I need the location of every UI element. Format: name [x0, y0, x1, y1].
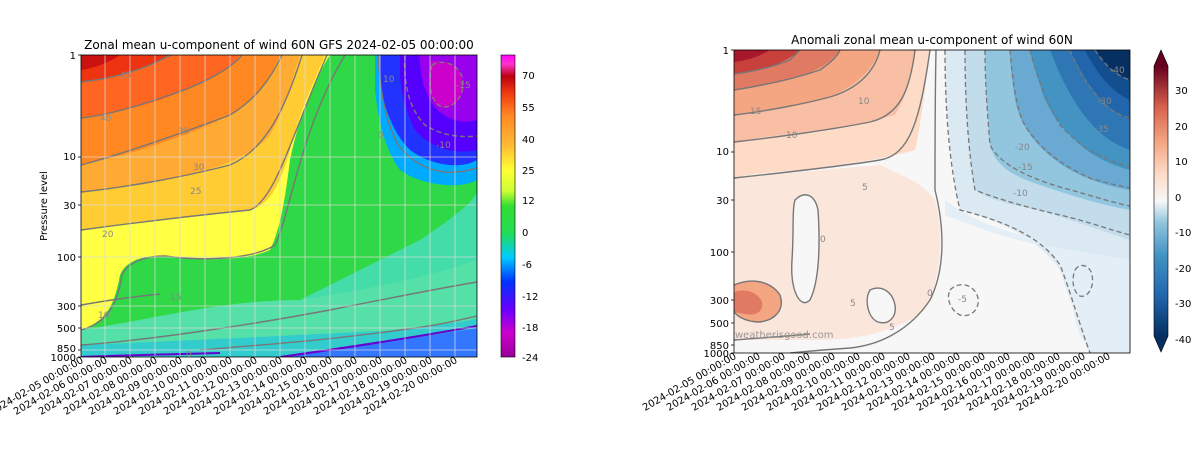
left-x-axis: 2024-02-05 00:00:00 2024-02-06 00:00:00 … — [0, 355, 460, 418]
right-ytick-label: 850 — [710, 341, 729, 352]
left-ytick-label: 500 — [57, 324, 76, 335]
right-y-axis: 1 10 30 100 300 500 850 1000 — [704, 46, 729, 360]
left-colorbar-tick: 0 — [522, 228, 528, 239]
left-heatmap — [81, 55, 477, 357]
right-contour-label: -15 — [1018, 163, 1033, 173]
left-colorbar-tick: -6 — [522, 260, 532, 271]
left-contour-label: 25 — [190, 187, 201, 197]
left-contour-label: 15 — [170, 293, 181, 303]
right-ytick-label: 1 — [723, 46, 729, 57]
left-ytick-label: 300 — [57, 302, 76, 313]
left-ytick-label: 1 — [70, 51, 76, 62]
left-colorbar-ticks: 70 55 40 25 12 0 -6 -12 -18 -24 — [522, 71, 538, 364]
right-colorbar-tick: 10 — [1175, 157, 1188, 168]
left-contour-label: -15 — [456, 81, 471, 91]
right-colorbar-tick: -30 — [1175, 299, 1191, 310]
left-colorbar-tick: 25 — [522, 166, 535, 177]
right-ytick-label: 1000 — [704, 349, 729, 360]
right-contour-label: 0 — [820, 235, 826, 245]
right-contour-label: 15 — [750, 107, 761, 117]
left-contour-label: 10 — [383, 75, 395, 85]
right-colorbar-tick: 0 — [1175, 193, 1181, 204]
right-contour-label: 5 — [862, 183, 868, 193]
left-colorbar-tick: -12 — [522, 292, 538, 303]
right-colorbar-tick: 30 — [1175, 86, 1188, 97]
right-plot-frame — [733, 49, 1131, 354]
left-contour-label: 35 — [178, 127, 189, 137]
left-contour-label: 0 — [378, 131, 384, 141]
right-colorbar-tick: -20 — [1175, 264, 1191, 275]
left-ylabel: Pressure level — [39, 171, 50, 241]
right-x-axis: 2024-02-05 00:00:00 2024-02-06 00:00:00 … — [641, 351, 1112, 414]
left-ytick-label: 100 — [57, 253, 76, 264]
left-contour-label: 10 — [98, 311, 110, 321]
left-contour-label: -10 — [436, 141, 451, 151]
left-ytick-label: 850 — [57, 344, 76, 355]
right-colorbar — [1153, 49, 1169, 353]
right-chart-title: Anomali zonal mean u-component of wind 6… — [791, 33, 1073, 47]
right-contour-label: 5 — [889, 323, 895, 333]
left-colorbar — [500, 54, 516, 358]
right-contour-label: -5 — [958, 295, 967, 305]
left-chart-title: Zonal mean u-component of wind 60N GFS 2… — [84, 38, 474, 52]
right-contour-label: -35 — [1094, 125, 1109, 135]
left-colorbar-tick: 12 — [522, 196, 535, 207]
right-contour-label: -20 — [1015, 143, 1030, 153]
right-contour-label: 5 — [850, 299, 856, 309]
watermark: weatherisgood.com — [735, 330, 833, 341]
right-contour-label: -40 — [1110, 66, 1125, 76]
right-contour-label: -30 — [1097, 97, 1112, 107]
right-contour-label: 10 — [858, 97, 870, 107]
right-ytick-label: 100 — [710, 248, 729, 259]
right-contour-label: -10 — [1013, 189, 1028, 199]
right-contour-label: 0 — [927, 289, 933, 299]
left-plot-frame — [80, 54, 478, 358]
left-contour-label: 45 — [120, 71, 131, 81]
left-colorbar-tick: 70 — [522, 71, 535, 82]
left-contour-label: 20 — [102, 230, 114, 240]
right-ytick-label: 10 — [716, 147, 729, 158]
right-colorbar-tick: 20 — [1175, 122, 1188, 133]
right-colorbar-tick: -40 — [1175, 335, 1191, 346]
left-colorbar-tick: 55 — [522, 103, 535, 114]
left-colorbar-tick: -18 — [522, 323, 538, 334]
left-y-axis: 1 10 30 100 300 500 850 1000 — [51, 51, 76, 364]
right-colorbar-ticks: 30 20 10 0 -10 -20 -30 -40 — [1175, 86, 1191, 346]
right-heatmap: weatherisgood.com — [734, 50, 1130, 353]
left-contour-label: 0 — [186, 350, 192, 360]
left-contour-label: 40 — [100, 114, 112, 124]
left-contour-label: 30 — [193, 163, 205, 173]
left-ytick-label: 30 — [63, 201, 76, 212]
left-ytick-label: 10 — [63, 152, 76, 163]
right-ytick-label: 500 — [710, 319, 729, 330]
right-ytick-label: 300 — [710, 296, 729, 307]
right-ytick-label: 30 — [716, 196, 729, 207]
right-contour-label: 10 — [786, 131, 798, 141]
left-ytick-label: 1000 — [51, 353, 76, 364]
left-colorbar-tick: -24 — [522, 353, 538, 364]
left-colorbar-tick: 40 — [522, 135, 535, 146]
right-colorbar-tick: -10 — [1175, 228, 1191, 239]
